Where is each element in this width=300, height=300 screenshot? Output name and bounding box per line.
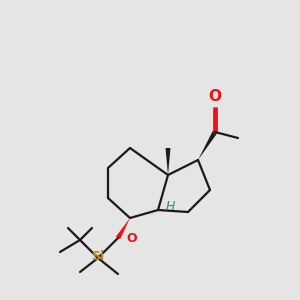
Text: H: H bbox=[165, 200, 175, 214]
Polygon shape bbox=[116, 218, 130, 239]
Text: O: O bbox=[208, 89, 221, 104]
Polygon shape bbox=[166, 148, 170, 175]
Text: O: O bbox=[126, 232, 136, 244]
Polygon shape bbox=[198, 131, 217, 160]
Text: Si: Si bbox=[92, 250, 105, 263]
